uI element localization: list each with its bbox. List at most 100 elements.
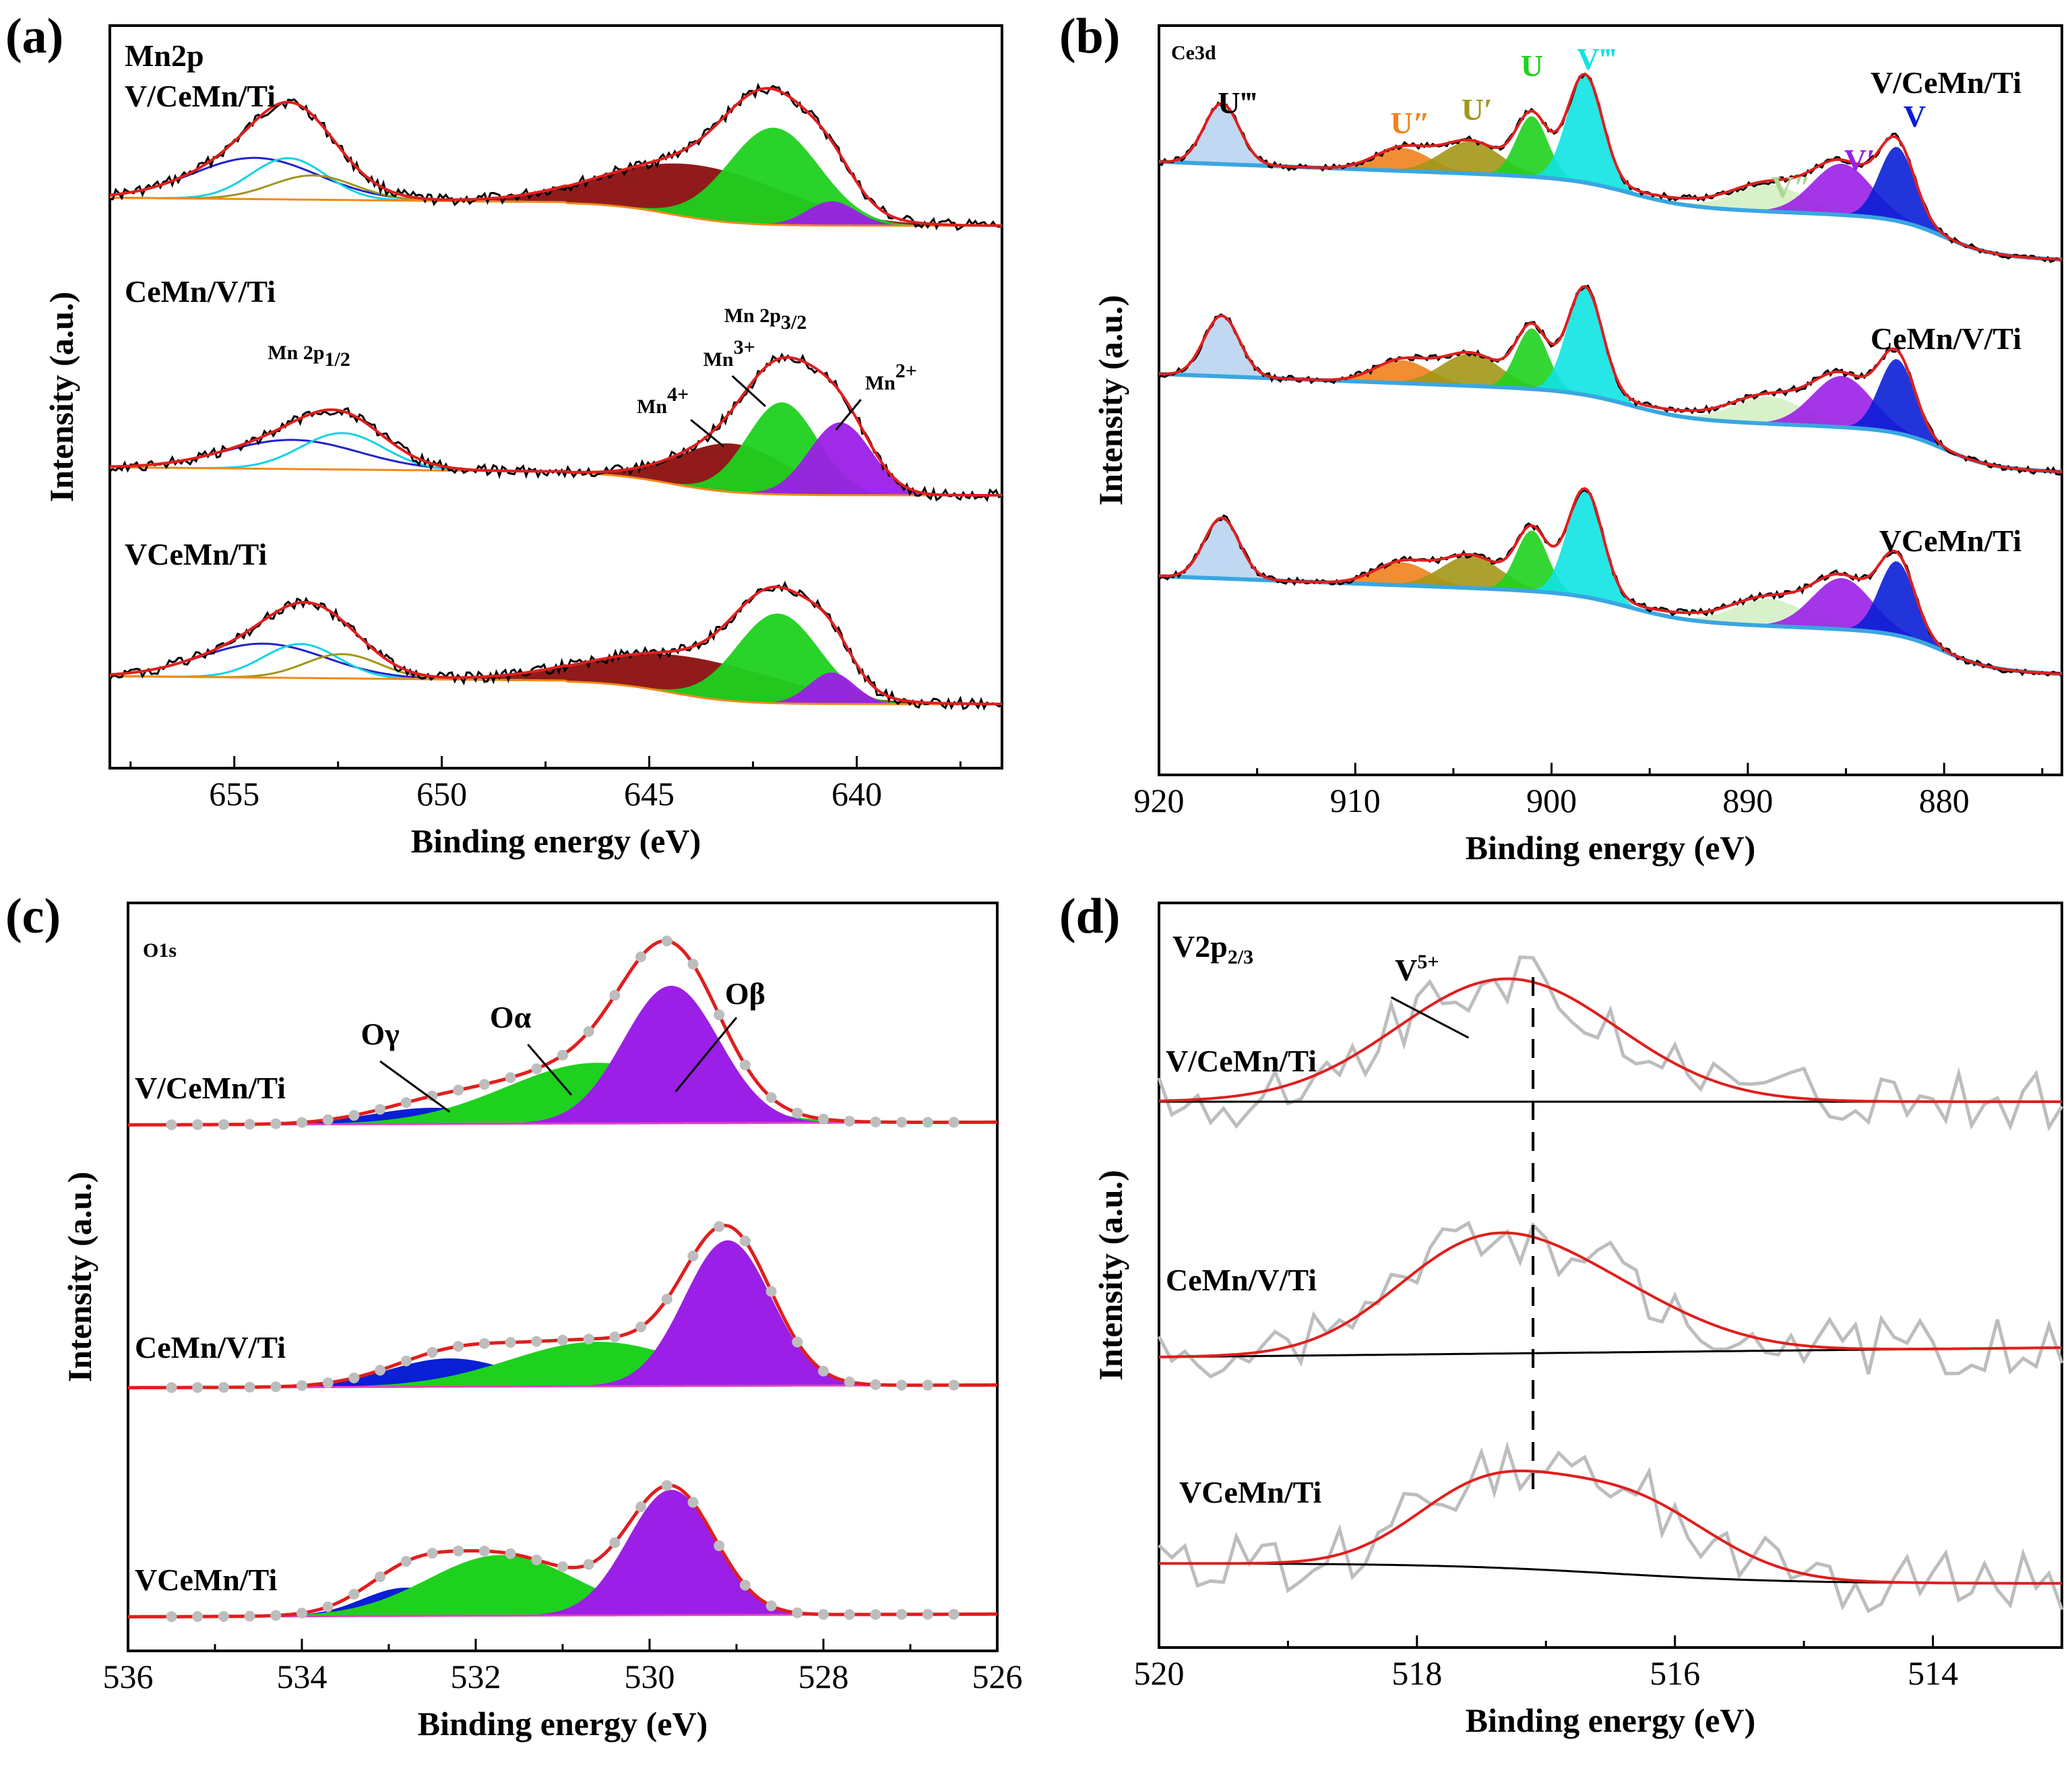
ce3d-peak-label: U‴ <box>1218 86 1257 120</box>
panel-d-axes: 520 518 516 514 Binding energy (eV) Intensity… <box>1092 902 2063 1739</box>
raw-data-point <box>478 1079 490 1090</box>
raw-data-point <box>531 1554 542 1565</box>
panel-label-b: (b) <box>1059 9 1121 64</box>
raw-data-point <box>427 1346 438 1358</box>
raw-data-point <box>896 1608 908 1620</box>
sample-label: VCeMn/Ti <box>1879 524 2021 558</box>
raw-data-point <box>661 1293 672 1305</box>
fit-envelope-line <box>109 356 1002 497</box>
ce3d-peak-label: U <box>1521 49 1543 83</box>
ce3d-component <box>1159 162 2062 260</box>
raw-data-point <box>661 935 672 947</box>
raw-data-point <box>505 1072 516 1084</box>
annotation-v5: V5+ <box>1395 951 1439 987</box>
raw-data-point <box>166 1611 177 1623</box>
sample-label: VCeMn/Ti <box>125 537 267 571</box>
raw-data-point <box>244 1610 255 1622</box>
raw-data-point <box>557 1334 568 1346</box>
raw-data-point <box>375 1571 386 1582</box>
raw-data-point <box>400 1097 412 1108</box>
o1s-component <box>128 1108 997 1125</box>
raw-data-point <box>844 1115 855 1127</box>
raw-data-point <box>218 1610 229 1622</box>
x-tick-label: 650 <box>416 775 467 813</box>
raw-data-point <box>818 1113 829 1125</box>
x-tick-label: 536 <box>103 1658 154 1695</box>
o1s-component <box>128 1240 997 1388</box>
raw-data-point <box>922 1379 933 1391</box>
raw-data-point <box>296 1380 307 1391</box>
raw-data-point <box>635 1321 647 1333</box>
x-tick-label: 655 <box>209 775 259 813</box>
mn2p32-component <box>443 422 1002 495</box>
annotation-arrow <box>1390 996 1470 1039</box>
x-tick-label: 518 <box>1391 1654 1442 1692</box>
raw-data-point <box>739 1059 751 1071</box>
ce3d-peak-label: V <box>1904 99 1926 133</box>
raw-data-point <box>296 1607 307 1619</box>
raw-data-point <box>818 1608 829 1620</box>
raw-data-point <box>166 1382 177 1393</box>
raw-data-point <box>792 1336 803 1348</box>
x-tick-label: 532 <box>451 1658 501 1695</box>
raw-data-point <box>922 1608 933 1620</box>
plot-frame <box>127 902 999 1652</box>
raw-data-line <box>1157 955 2064 1132</box>
mn2p32-component <box>443 672 1002 704</box>
panel-label-d: (d) <box>1059 889 1121 944</box>
raw-data-point <box>270 1118 282 1129</box>
raw-data-point <box>870 1608 881 1620</box>
peak-arrow <box>674 1017 738 1092</box>
raw-data-point <box>765 1092 777 1103</box>
fit-envelope-line <box>1158 487 2063 676</box>
raw-data-point <box>192 1382 203 1393</box>
raw-data-point <box>453 1084 464 1096</box>
raw-data-point <box>348 1372 360 1383</box>
raw-data-point <box>531 1063 542 1075</box>
x-tick-label: 640 <box>831 775 882 813</box>
raw-data-point <box>714 1221 725 1232</box>
raw-data-point <box>557 1049 568 1061</box>
spectrum-title: V2p2/3 <box>1172 929 1253 968</box>
x-tick-label: 514 <box>1908 1654 1958 1692</box>
panel-c-axes: 536 534 532 530 528 526 Binding energy (eV) Int… <box>61 902 1023 1743</box>
peak-label-mn2: Mn2+ <box>865 360 917 394</box>
panel-b-axes: 920 910 900 890 880 Binding energy (eV) Intens… <box>1092 24 2063 867</box>
x-tick-label: 516 <box>1650 1654 1700 1692</box>
o1s-component <box>128 1342 997 1388</box>
peak-arrow <box>527 1044 573 1096</box>
peak-arrow <box>731 375 766 408</box>
plot-frame <box>1158 24 2063 776</box>
raw-data-point <box>322 1601 334 1612</box>
peak-arrow <box>379 1060 451 1113</box>
ce3d-peak-label: U′ <box>1462 92 1493 127</box>
raw-data-point <box>478 1338 490 1349</box>
sample-label: VCeMn/Ti <box>135 1563 277 1597</box>
o1s-peak-label: Oβ <box>725 976 765 1011</box>
peak-label-mn4: Mn4+ <box>637 383 689 418</box>
spectrum-title: Ce3d <box>1171 42 1216 64</box>
x-axis-title: Binding energy (eV) <box>418 1705 708 1743</box>
raw-data-point <box>739 1235 751 1247</box>
raw-data-point <box>948 1379 960 1391</box>
raw-data-point <box>557 1561 568 1573</box>
raw-data-point <box>322 1114 334 1125</box>
x-tick-label: 526 <box>972 1658 1023 1695</box>
x-tick-label: 920 <box>1134 782 1185 819</box>
raw-data-point <box>870 1379 881 1390</box>
x-tick-label: 645 <box>624 775 674 813</box>
raw-data-point <box>583 1559 594 1570</box>
o1s-peak-label: Oα <box>490 1000 532 1034</box>
raw-data-point <box>922 1117 933 1128</box>
raw-data-point <box>609 990 621 1001</box>
spectrum-title: O1s <box>143 939 177 962</box>
o1s-component <box>128 1063 997 1125</box>
raw-data-point <box>609 1331 621 1343</box>
raw-data-point <box>218 1381 229 1393</box>
ce3d-peak-label: U″ <box>1391 106 1431 140</box>
raw-data-point <box>400 1556 412 1567</box>
y-axis-title: Intensity (a.u.) <box>42 292 80 503</box>
ce3d-component <box>1159 489 2062 675</box>
panel-label-c: (c) <box>5 889 61 944</box>
